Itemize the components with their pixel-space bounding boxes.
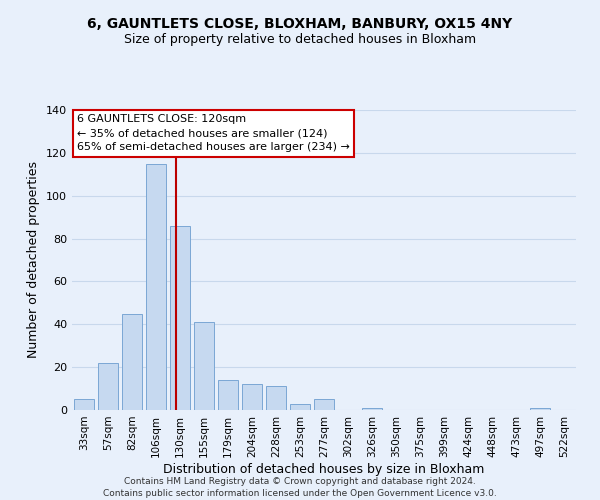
- Bar: [290, 404, 310, 410]
- Text: 6 GAUNTLETS CLOSE: 120sqm
← 35% of detached houses are smaller (124)
65% of semi: 6 GAUNTLETS CLOSE: 120sqm ← 35% of detac…: [77, 114, 350, 152]
- Bar: [146, 164, 166, 410]
- Bar: [194, 322, 214, 410]
- Bar: [266, 386, 286, 410]
- Bar: [218, 380, 238, 410]
- Y-axis label: Number of detached properties: Number of detached properties: [28, 162, 40, 358]
- Bar: [122, 314, 142, 410]
- Text: Size of property relative to detached houses in Bloxham: Size of property relative to detached ho…: [124, 32, 476, 46]
- Bar: [98, 363, 118, 410]
- Bar: [362, 408, 382, 410]
- Bar: [530, 408, 550, 410]
- Text: Contains HM Land Registry data © Crown copyright and database right 2024.
Contai: Contains HM Land Registry data © Crown c…: [103, 476, 497, 498]
- Bar: [314, 400, 334, 410]
- Bar: [170, 226, 190, 410]
- X-axis label: Distribution of detached houses by size in Bloxham: Distribution of detached houses by size …: [163, 462, 485, 475]
- Text: 6, GAUNTLETS CLOSE, BLOXHAM, BANBURY, OX15 4NY: 6, GAUNTLETS CLOSE, BLOXHAM, BANBURY, OX…: [88, 18, 512, 32]
- Bar: [242, 384, 262, 410]
- Bar: [74, 400, 94, 410]
